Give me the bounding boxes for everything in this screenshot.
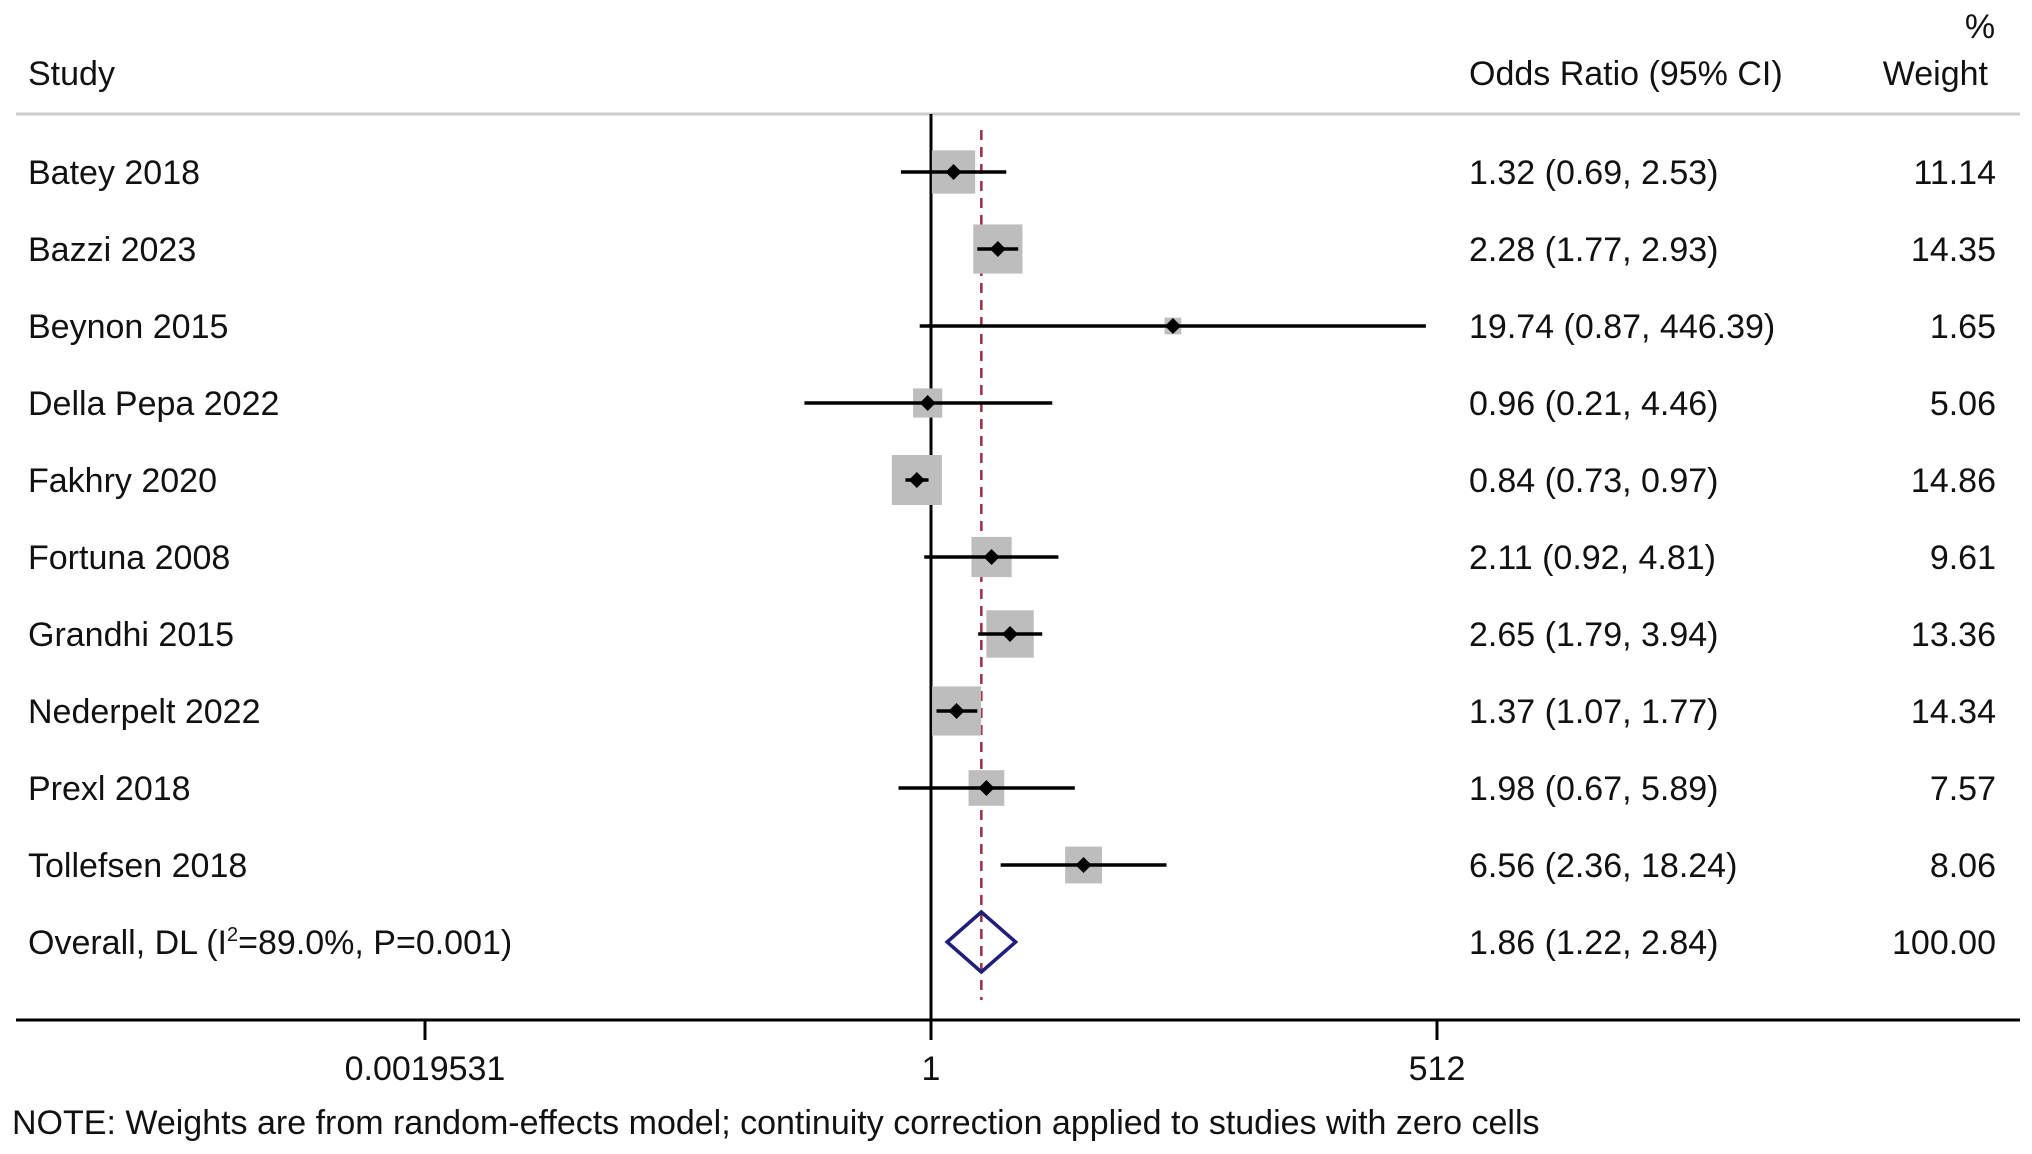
weight-percent-header: % <box>1965 8 1995 46</box>
study-label: Batey 2018 <box>28 154 200 192</box>
x-tick-label: 1 <box>922 1050 941 1088</box>
odds-ratio-value: 2.11 (0.92, 4.81) <box>1469 539 1716 577</box>
odds-ratio-value: 0.84 (0.73, 0.97) <box>1469 462 1719 500</box>
weight-value: 11.14 <box>1913 154 1996 192</box>
weight-value: 8.06 <box>1930 847 1996 885</box>
study-label: Della Pepa 2022 <box>28 385 279 423</box>
study-label: Grandhi 2015 <box>28 616 234 654</box>
point-estimate <box>1002 626 1019 642</box>
odds-ratio-column: 1.32 (0.69, 2.53) 2.28 (1.77, 2.93) 19.74 … <box>1469 154 1775 962</box>
note-text: NOTE: Weights are from random-effects mo… <box>12 1104 1540 1142</box>
overall-weight-value: 100.00 <box>1892 924 1996 962</box>
study-label: Prexl 2018 <box>28 770 191 808</box>
x-tick-label: 0.0019531 <box>345 1050 506 1088</box>
study-label: Tollefsen 2018 <box>28 847 247 885</box>
study-label: Nederpelt 2022 <box>28 693 261 731</box>
point-estimate <box>978 780 995 796</box>
odds-ratio-value: 1.37 (1.07, 1.77) <box>1469 693 1719 731</box>
point-estimate <box>908 472 925 488</box>
study-label: Fortuna 2008 <box>28 539 230 577</box>
study-label: Fakhry 2020 <box>28 462 217 500</box>
point-estimate <box>983 549 1000 565</box>
odds-ratio-value: 2.28 (1.77, 2.93) <box>1469 231 1719 269</box>
weight-value: 7.57 <box>1930 770 1996 808</box>
odds-ratio-value: 6.56 (2.36, 18.24) <box>1469 847 1737 885</box>
odds-ratio-value: 2.65 (1.79, 3.94) <box>1469 616 1719 654</box>
overall-odds-ratio-value: 1.86 (1.22, 2.84) <box>1469 924 1719 962</box>
point-estimate <box>989 241 1006 257</box>
point-estimate <box>1164 318 1181 334</box>
plot-area <box>804 114 1426 1020</box>
weight-value: 13.36 <box>1911 616 1996 654</box>
overall-diamond <box>944 909 1019 975</box>
study-label: Bazzi 2023 <box>28 231 196 269</box>
x-axis: 0.0019531 1 512 <box>16 1018 2020 1088</box>
point-estimate <box>948 703 965 719</box>
weight-value: 5.06 <box>1930 385 1996 423</box>
odds-ratio-value: 1.32 (0.69, 2.53) <box>1469 154 1719 192</box>
point-estimate <box>1075 857 1092 873</box>
weight-column-header: Weight <box>1883 55 1989 93</box>
odds-ratio-column-header: Odds Ratio (95% CI) <box>1469 55 1783 93</box>
weight-value: 9.61 <box>1930 539 1996 577</box>
weight-value: 14.86 <box>1911 462 1996 500</box>
weight-value: 14.35 <box>1911 231 1996 269</box>
study-labels: Batey 2018 Bazzi 2023 Beynon 2015 Della Pep… <box>28 154 512 962</box>
study-column-header: Study <box>28 55 115 93</box>
point-estimate <box>945 164 962 180</box>
odds-ratio-value: 0.96 (0.21, 4.46) <box>1469 385 1719 423</box>
odds-ratio-value: 1.98 (0.67, 5.89) <box>1469 770 1719 808</box>
weight-value: 14.34 <box>1911 693 1996 731</box>
weight-value: 1.65 <box>1930 308 1996 346</box>
point-estimate <box>919 395 936 411</box>
odds-ratio-value: 19.74 (0.87, 446.39) <box>1469 308 1775 346</box>
overall-label: Overall, DL (I2=89.0%, P=0.001) <box>28 924 512 962</box>
x-axis-ticks: 0.0019531 1 512 <box>345 1020 1466 1088</box>
study-label: Beynon 2015 <box>28 308 228 346</box>
x-tick-label: 512 <box>1409 1050 1466 1088</box>
weight-column: 11.14 14.35 1.65 5.06 14.86 9.61 13.36 14.34 7.5… <box>1892 154 1996 962</box>
header: Study Odds Ratio (95% CI) % Weight <box>16 8 2020 116</box>
